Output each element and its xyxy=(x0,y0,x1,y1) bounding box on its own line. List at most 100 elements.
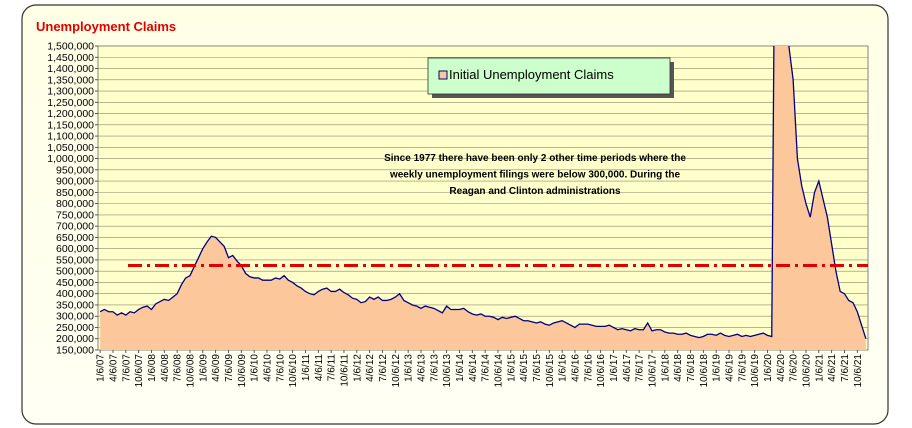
x-tick-label: 1/6/20 xyxy=(763,354,774,382)
x-tick-label: 10/6/19 xyxy=(750,354,761,388)
x-tick-label: 1/6/07 xyxy=(96,354,107,382)
y-tick-label: 950,000 xyxy=(56,164,94,176)
x-tick-label: 1/6/17 xyxy=(609,354,620,382)
x-tick-label: 1/6/13 xyxy=(404,354,415,382)
x-tick-label: 7/6/18 xyxy=(686,354,697,382)
x-tick-label: 1/6/14 xyxy=(455,354,466,382)
x-tick-label: 1/6/16 xyxy=(558,354,569,382)
x-tick-label: 10/6/21 xyxy=(853,354,864,388)
x-tick-label: 10/6/17 xyxy=(647,354,658,388)
x-tick-label: 4/6/11 xyxy=(314,354,325,381)
y-tick-label: 900,000 xyxy=(56,176,94,188)
x-tick-label: 7/6/20 xyxy=(789,354,800,382)
x-tick-label: 4/6/14 xyxy=(468,354,479,382)
y-tick-label: 1,000,000 xyxy=(47,153,94,165)
y-tick-label: 1,050,000 xyxy=(47,142,94,154)
annotation-line: Since 1977 there have been only 2 other … xyxy=(384,153,686,164)
x-tick-label: 7/6/19 xyxy=(737,354,748,382)
x-tick-label: 10/6/13 xyxy=(442,354,453,388)
x-tick-label: 7/6/10 xyxy=(275,354,286,382)
x-tick-label: 1/6/08 xyxy=(147,354,158,382)
series-line xyxy=(99,46,867,339)
axes: 150,000200,000250,000300,000350,000400,0… xyxy=(47,41,864,388)
area-fill xyxy=(100,46,866,350)
y-tick-label: 200,000 xyxy=(56,333,94,345)
y-tick-label: 1,100,000 xyxy=(47,131,94,143)
y-tick-label: 1,500,000 xyxy=(47,41,94,53)
x-tick-label: 10/6/11 xyxy=(339,354,350,387)
x-tick-label: 4/6/09 xyxy=(211,354,222,382)
x-tick-label: 10/6/10 xyxy=(288,354,299,388)
x-tick-label: 1/6/15 xyxy=(506,354,517,382)
y-tick-label: 350,000 xyxy=(56,299,94,311)
y-tick-label: 1,400,000 xyxy=(47,63,94,75)
x-tick-label: 10/6/18 xyxy=(699,354,710,388)
x-tick-label: 1/6/10 xyxy=(250,354,261,382)
x-tick-label: 7/6/21 xyxy=(840,354,851,382)
x-tick-label: 4/6/12 xyxy=(365,354,376,382)
x-tick-label: 7/6/11 xyxy=(327,354,338,381)
y-tick-label: 800,000 xyxy=(56,198,94,210)
x-tick-label: 7/6/12 xyxy=(378,354,389,382)
y-tick-label: 400,000 xyxy=(56,288,94,300)
x-tick-label: 1/6/19 xyxy=(712,354,723,382)
y-tick-label: 850,000 xyxy=(56,187,94,199)
x-tick-label: 7/6/16 xyxy=(583,354,594,382)
x-tick-label: 7/6/07 xyxy=(121,354,132,382)
x-tick-label: 7/6/17 xyxy=(635,354,646,382)
y-tick-label: 500,000 xyxy=(56,266,94,278)
x-tick-label: 7/6/15 xyxy=(532,354,543,382)
legend-swatch xyxy=(438,70,448,80)
x-tick-label: 1/6/18 xyxy=(660,354,671,382)
y-tick-label: 1,450,000 xyxy=(47,52,94,64)
x-tick-label: 10/6/20 xyxy=(801,354,812,388)
y-tick-label: 650,000 xyxy=(56,232,94,244)
annotation-line: Reagan and Clinton administrations xyxy=(449,186,621,197)
y-tick-label: 250,000 xyxy=(56,322,94,334)
y-tick-label: 1,250,000 xyxy=(47,97,94,109)
x-tick-label: 4/6/07 xyxy=(108,354,119,382)
y-tick-label: 1,350,000 xyxy=(47,74,94,86)
x-tick-label: 7/6/09 xyxy=(224,354,235,382)
x-tick-label: 1/6/11 xyxy=(301,354,312,381)
x-tick-label: 4/6/10 xyxy=(262,354,273,382)
x-tick-label: 7/6/14 xyxy=(481,354,492,382)
legend xyxy=(427,57,671,95)
chart-title: Unemployment Claims xyxy=(36,19,176,34)
x-tick-label: 10/6/16 xyxy=(596,354,607,388)
x-tick-label: 7/6/08 xyxy=(173,354,184,382)
y-tick-label: 600,000 xyxy=(56,243,94,255)
legend-label: Initial Unemployment Claims xyxy=(449,67,614,82)
x-tick-label: 10/6/07 xyxy=(134,354,145,388)
y-tick-label: 300,000 xyxy=(56,311,94,323)
x-tick-label: 4/6/20 xyxy=(776,354,787,382)
x-tick-label: 10/6/12 xyxy=(391,354,402,388)
y-tick-label: 150,000 xyxy=(56,345,94,357)
x-tick-label: 1/6/21 xyxy=(814,354,825,382)
y-tick-label: 1,300,000 xyxy=(47,86,94,98)
y-tick-label: 450,000 xyxy=(56,277,94,289)
x-tick-label: 1/6/12 xyxy=(352,354,363,382)
x-tick-label: 10/6/08 xyxy=(185,354,196,388)
y-tick-label: 550,000 xyxy=(56,254,94,266)
x-tick-label: 4/6/16 xyxy=(570,354,581,382)
x-tick-label: 10/6/15 xyxy=(545,354,556,388)
x-tick-label: 4/6/19 xyxy=(724,354,735,382)
x-tick-label: 10/6/09 xyxy=(237,354,248,388)
y-tick-label: 1,150,000 xyxy=(47,119,94,131)
x-tick-label: 4/6/17 xyxy=(622,354,633,382)
x-tick-label: 4/6/21 xyxy=(827,354,838,382)
x-tick-label: 4/6/08 xyxy=(160,354,171,382)
x-tick-label: 4/6/13 xyxy=(416,354,427,382)
x-tick-label: 4/6/15 xyxy=(519,354,530,382)
y-tick-label: 700,000 xyxy=(56,221,94,233)
annotation: Since 1977 there have been only 2 other … xyxy=(384,153,686,197)
y-tick-label: 750,000 xyxy=(56,209,94,221)
x-tick-label: 1/6/09 xyxy=(198,354,209,382)
series-group xyxy=(99,46,868,350)
x-tick-label: 4/6/18 xyxy=(673,354,684,382)
annotation-line: weekly unemployment filings were below 3… xyxy=(389,170,681,181)
y-tick-label: 1,200,000 xyxy=(47,108,94,120)
x-tick-label: 10/6/14 xyxy=(493,354,504,388)
